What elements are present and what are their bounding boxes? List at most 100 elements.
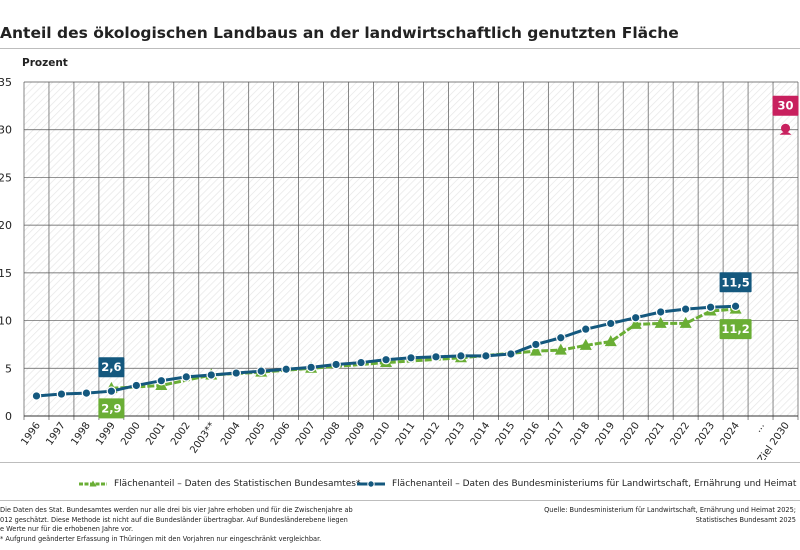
data-label-text: 2,9 <box>101 401 121 415</box>
data-point-circle <box>580 324 591 334</box>
legend-item-blue: Flächenanteil – Daten des Bundesminister… <box>356 476 796 492</box>
data-point-circle <box>206 370 217 380</box>
target-point-base <box>779 131 792 135</box>
x-tick-label: 1998 <box>69 420 93 447</box>
x-tick-label: 1999 <box>94 420 118 447</box>
x-tick-label: 1997 <box>44 420 68 447</box>
plot-area <box>24 82 798 416</box>
data-point-circle <box>156 375 167 386</box>
data-label: 30 <box>772 95 799 116</box>
data-point-circle <box>356 357 366 368</box>
data-label: 2,9 <box>98 398 125 419</box>
footer-divider <box>0 500 800 501</box>
y-tick-label: 0 <box>5 410 12 423</box>
footnote-line: Die Daten des Stat. Bundesamtes werden n… <box>0 506 353 514</box>
data-label: 11,5 <box>719 272 752 293</box>
x-tick-label: 1996 <box>19 420 43 447</box>
x-tick-label: 2022 <box>668 420 692 447</box>
data-point-circle <box>406 352 416 363</box>
footnote-line: 012 geschätzt. Diese Methode ist nicht a… <box>0 515 348 524</box>
data-label-text: 2,6 <box>101 360 121 374</box>
x-tick-label: 2006 <box>269 420 293 447</box>
data-point-triangle <box>629 317 642 329</box>
x-tick-label: ... <box>753 420 767 434</box>
x-tick-label: 2016 <box>519 420 543 447</box>
data-label-box <box>98 357 125 378</box>
x-tick-label: 2018 <box>569 420 593 447</box>
data-point-circle <box>605 318 616 329</box>
x-tick-label: 2020 <box>619 420 643 447</box>
y-axis-ticks: 0 5 10 15 20 25 30 35 <box>0 76 12 423</box>
x-tick-label: 2000 <box>119 420 143 447</box>
footnote-line: e Werte nur für die erhobenen Jahre vor. <box>0 525 134 534</box>
data-point-circle <box>705 302 716 313</box>
footnote-line: * Aufgrund geänderter Erfassung in Thüri… <box>0 534 322 543</box>
series-layer <box>31 123 792 401</box>
x-tick-label: 2014 <box>469 420 493 447</box>
legend-blue-label: Flächenanteil – Daten des Bundesminister… <box>392 479 797 489</box>
source-line: Statistisches Bundesamt 2025 <box>695 515 796 524</box>
data-point-circle <box>456 351 466 361</box>
data-point-circle <box>31 391 42 401</box>
data-point-circle <box>655 307 666 317</box>
data-point-triangle <box>604 335 617 347</box>
x-tick-label: 2001 <box>144 420 168 447</box>
data-point-circle <box>56 389 67 399</box>
x-tick-label: 2004 <box>219 420 243 447</box>
data-label: 2,6 <box>98 357 125 378</box>
data-point-circle <box>556 332 566 343</box>
data-label: 11,2 <box>719 319 752 340</box>
data-point-circle <box>381 354 391 365</box>
data-point-circle <box>481 351 491 361</box>
data-label-text: 11,5 <box>721 275 749 289</box>
x-tick-label: 2011 <box>394 420 418 447</box>
title-divider <box>0 48 800 49</box>
y-tick-label: 35 <box>0 76 12 89</box>
source-line: Quelle: Bundesministerium für Landwirtsc… <box>544 506 796 514</box>
x-tick-label: 2023 <box>693 420 717 447</box>
data-point-circle <box>106 386 117 396</box>
data-point-circle <box>680 304 691 314</box>
data-label-box <box>719 272 752 293</box>
x-tick-label: 2019 <box>594 420 618 447</box>
data-label-box <box>719 319 752 340</box>
x-tick-label: 2017 <box>544 420 568 447</box>
data-label-text: 11,2 <box>721 322 749 336</box>
data-label-text: 30 <box>778 99 794 113</box>
x-tick-label: 2015 <box>494 420 518 447</box>
x-tick-label: 2009 <box>344 420 368 447</box>
data-point-circle <box>256 366 266 376</box>
data-point-circle <box>131 380 142 391</box>
x-tick-label: 2003** <box>188 420 217 455</box>
data-point-circle <box>730 301 741 312</box>
x-tick-label: 2005 <box>244 420 268 447</box>
target-point <box>781 123 791 133</box>
data-point-circle <box>231 368 242 378</box>
x-tick-label: 2010 <box>369 420 393 447</box>
legend-green-swatch-icon <box>79 480 107 487</box>
data-point-circle <box>331 359 341 370</box>
data-point-circle <box>306 362 316 373</box>
y-tick-label: 15 <box>0 267 12 280</box>
data-labels: 2,6 2,9 11,5 11,2 30 <box>98 95 799 419</box>
data-point-circle <box>81 388 92 398</box>
y-tick-label: 25 <box>0 171 12 184</box>
x-tick-label: 2012 <box>419 420 443 447</box>
y-tick-label: 20 <box>0 219 12 232</box>
x-tick-label: 2007 <box>294 420 318 447</box>
y-tick-label: 5 <box>5 362 12 375</box>
source-note: Quelle: Bundesministerium für Landwirtsc… <box>544 506 796 525</box>
data-point-triangle <box>554 343 567 355</box>
data-point-triangle <box>654 316 667 328</box>
data-label-box <box>98 398 125 419</box>
legend-green-label: Flächenanteil – Daten des Statistischen … <box>114 479 361 489</box>
x-tick-label: 2024 <box>718 420 742 447</box>
y-tick-label: 10 <box>0 315 12 328</box>
x-tick-label: 2002 <box>169 420 193 447</box>
data-point-circle <box>431 352 441 362</box>
data-point-triangle <box>529 344 542 356</box>
y-tick-label: 30 <box>0 124 12 137</box>
data-point-triangle <box>579 338 592 350</box>
